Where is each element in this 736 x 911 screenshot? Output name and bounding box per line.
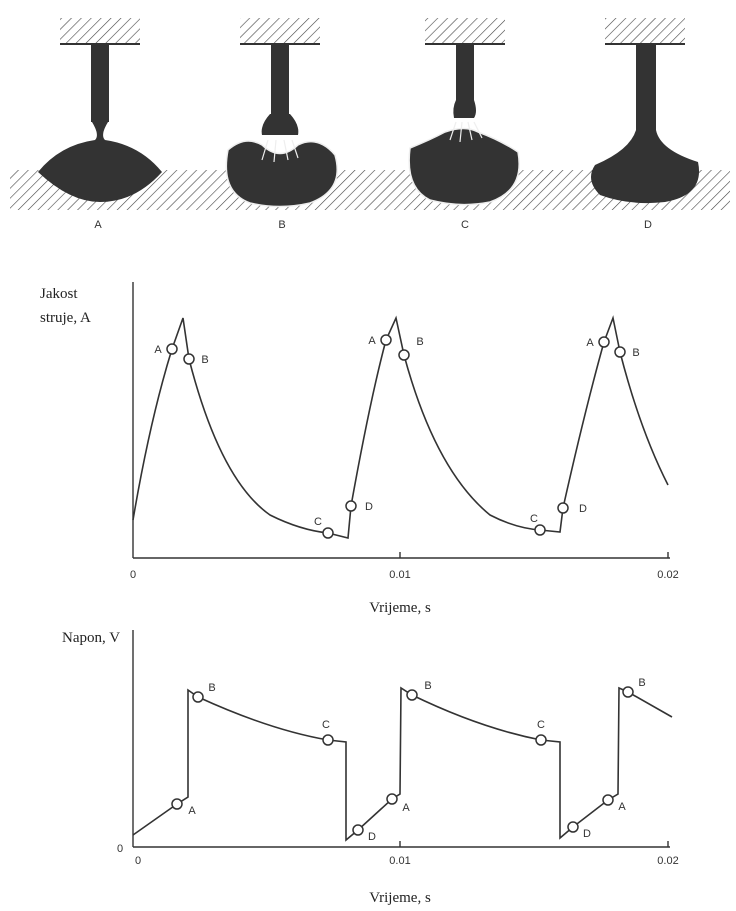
figure-label: A xyxy=(94,219,102,231)
point-label: C xyxy=(537,719,545,731)
marked-point xyxy=(603,795,613,805)
marked-point xyxy=(346,501,356,511)
weld-pool xyxy=(409,129,519,205)
electrode-holder xyxy=(240,18,320,44)
marked-point xyxy=(535,525,545,535)
marked-point xyxy=(184,354,194,364)
droplet-illustrations: A B C D xyxy=(10,18,730,231)
point-label: B xyxy=(638,677,645,689)
point-label: D xyxy=(579,503,587,515)
point-label: A xyxy=(188,805,196,817)
point-label: A xyxy=(586,337,594,349)
y-axis-label: Napon, V xyxy=(62,630,120,646)
marked-point xyxy=(172,799,182,809)
x-tick-label: 0.02 xyxy=(657,569,678,581)
x-tick-label: 0.01 xyxy=(389,855,410,867)
y-axis-label: struje, A xyxy=(40,310,91,326)
marked-point xyxy=(381,335,391,345)
marked-point xyxy=(167,344,177,354)
point-label: C xyxy=(530,513,538,525)
point-label: A xyxy=(368,335,376,347)
marked-point xyxy=(193,692,203,702)
point-label: B xyxy=(416,336,423,348)
electrode-holder xyxy=(60,18,140,44)
voltage-chart: Napon, V 0 0 0.01 0.02 Vrijeme, s xyxy=(62,630,679,906)
point-label: A xyxy=(402,802,410,814)
marked-point xyxy=(536,735,546,745)
point-label: A xyxy=(618,801,626,813)
droplet xyxy=(591,44,699,203)
point-label: B xyxy=(201,354,208,366)
electrode xyxy=(271,44,289,114)
point-label: D xyxy=(368,831,376,843)
x-axis-label: Vrijeme, s xyxy=(369,600,431,616)
marked-point xyxy=(599,337,609,347)
weld-pool xyxy=(226,141,337,207)
marked-point xyxy=(558,503,568,513)
figure: A B C D Jakost struje, A 0 0.01 0.02 Vri… xyxy=(0,0,736,911)
current-chart: Jakost struje, A 0 0.01 0.02 Vrijeme, s xyxy=(40,282,679,616)
point-label: C xyxy=(314,516,322,528)
point-label: B xyxy=(208,682,215,694)
point-label: B xyxy=(632,347,639,359)
point-label: D xyxy=(583,828,591,840)
marked-point xyxy=(568,822,578,832)
voltage-curve xyxy=(133,688,672,840)
x-tick-label: 0.02 xyxy=(657,855,678,867)
point-label: B xyxy=(424,680,431,692)
point-label: D xyxy=(365,501,373,513)
droplet xyxy=(262,114,299,135)
marked-point xyxy=(323,735,333,745)
marked-point xyxy=(623,687,633,697)
x-tick-label: 0 xyxy=(130,569,136,581)
marked-point xyxy=(399,350,409,360)
marked-point xyxy=(387,794,397,804)
marked-point xyxy=(615,347,625,357)
marked-point xyxy=(407,690,417,700)
figure-label: D xyxy=(644,219,652,231)
x-axis-label: Vrijeme, s xyxy=(369,890,431,906)
figure-label: C xyxy=(461,219,469,231)
marked-point xyxy=(323,528,333,538)
x-tick-label: 0.01 xyxy=(389,569,410,581)
marked-point xyxy=(353,825,363,835)
x-tick-label: 0 xyxy=(135,855,141,867)
point-label: C xyxy=(322,719,330,731)
y-axis-label: Jakost xyxy=(40,286,78,302)
y-origin-label: 0 xyxy=(117,843,123,855)
electrode xyxy=(91,44,109,122)
electrode-holder xyxy=(605,18,685,44)
figure-label: B xyxy=(278,219,285,231)
electrode-holder xyxy=(425,18,505,44)
electrode xyxy=(453,44,476,118)
point-label: A xyxy=(154,344,162,356)
